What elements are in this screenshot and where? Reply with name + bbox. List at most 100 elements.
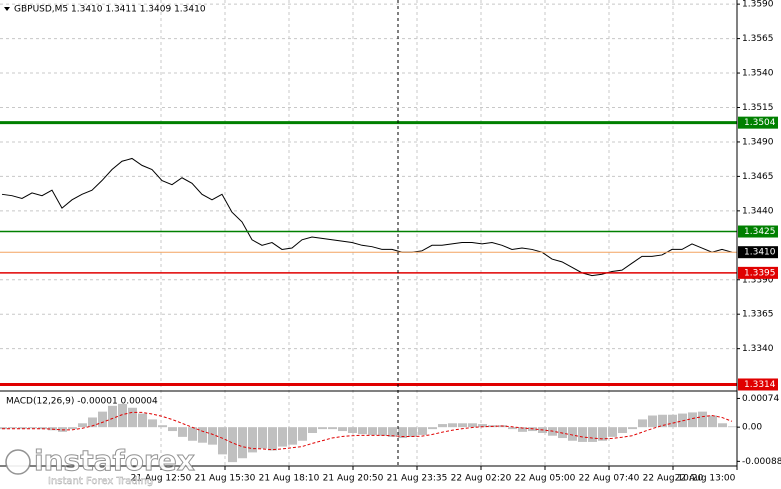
y-tick-label: 1.3465 xyxy=(742,172,774,182)
macd-bar xyxy=(348,427,357,433)
macd-bar xyxy=(28,427,37,429)
macd-bar xyxy=(0,427,7,430)
macd-bar xyxy=(298,427,307,441)
chart-title: GBPUSD,M5 1.3410 1.3411 1.3409 1.3410 xyxy=(14,5,206,15)
signal-line xyxy=(2,411,733,451)
x-tick-label: 22 Aug 05:00 xyxy=(515,474,576,484)
macd-bar xyxy=(178,427,187,437)
y-tick-label: 1.3365 xyxy=(742,310,774,320)
x-tick-label: 21 Aug 18:10 xyxy=(259,474,320,484)
macd-bar xyxy=(568,427,577,441)
macd-bar xyxy=(248,427,257,453)
watermark-tagline: Instant Forex Trading xyxy=(48,476,153,487)
x-tick-label: 21 Aug 20:50 xyxy=(323,474,384,484)
level-label: 1.3314 xyxy=(744,380,776,390)
x-tick-label: 22 Aug 07:40 xyxy=(579,474,640,484)
macd-bar xyxy=(208,427,217,445)
macd-bar xyxy=(358,427,367,435)
macd-bar xyxy=(708,415,717,428)
macd-bar xyxy=(168,427,177,432)
macd-bar xyxy=(128,407,137,428)
macd-bar xyxy=(598,427,607,441)
macd-bar xyxy=(8,427,17,429)
x-tick-label: 22 Aug 13:00 xyxy=(675,474,736,484)
macd-bar xyxy=(78,423,87,428)
macd-bar xyxy=(338,427,347,432)
y-tick-label: 1.3390 xyxy=(742,275,774,285)
macd-bar xyxy=(458,423,467,428)
macd-bar xyxy=(198,427,207,443)
macd-bar xyxy=(18,427,27,429)
y-tick-label: 1.3490 xyxy=(742,137,774,147)
x-tick-label: 22 Aug 10:20 xyxy=(643,474,704,484)
title-icon xyxy=(4,7,10,11)
macd-bar xyxy=(728,426,737,428)
macd-bar xyxy=(378,427,387,436)
macd-bar xyxy=(658,414,667,428)
price-line xyxy=(1,157,733,277)
x-tick-label: 21 Aug 12:50 xyxy=(131,474,192,484)
macd-bar xyxy=(668,414,677,428)
macd-bar xyxy=(698,411,707,428)
macd-bar xyxy=(68,427,77,430)
macd-bar xyxy=(138,413,147,428)
macd-bar xyxy=(428,427,437,430)
macd-bar xyxy=(638,419,647,428)
y-tick-label: 0.00074 xyxy=(742,394,779,404)
macd-bar xyxy=(388,427,397,437)
macd-bar xyxy=(308,427,317,433)
macd-bar xyxy=(718,423,727,428)
macd-bar xyxy=(278,427,287,447)
macd-bar xyxy=(328,427,337,430)
macd-bar xyxy=(508,427,517,430)
macd-bar xyxy=(268,427,277,451)
macd-bar xyxy=(98,411,107,428)
y-tick-label: -0.00088 xyxy=(742,457,781,467)
macd-bar xyxy=(118,403,127,428)
macd-bar xyxy=(228,427,237,463)
x-tick-label: 22 Aug 02:20 xyxy=(451,474,512,484)
macd-bar xyxy=(648,415,657,428)
macd-bar xyxy=(438,424,447,428)
x-tick-label: 21 Aug 23:35 xyxy=(387,474,448,484)
macd-bar xyxy=(418,427,427,435)
level-label-bg xyxy=(738,378,778,391)
macd-bar xyxy=(108,405,117,428)
watermark: instaforex Instant Forex Trading xyxy=(5,444,195,487)
y-tick-label: 1.3340 xyxy=(742,344,774,354)
macd-bar xyxy=(478,424,487,428)
y-tick-label: 1.3540 xyxy=(742,69,774,79)
macd-bar xyxy=(368,427,377,435)
macd-bar xyxy=(158,425,167,428)
logo-icon xyxy=(5,449,31,475)
level-label-bg xyxy=(738,246,778,259)
macd-bar xyxy=(188,427,197,441)
macd-bar xyxy=(628,427,637,430)
macd-bar xyxy=(588,427,597,442)
y-tick-label: 1.3565 xyxy=(742,34,774,44)
macd-bar xyxy=(318,427,327,430)
macd-bar xyxy=(88,417,97,428)
level-label: 1.3395 xyxy=(744,268,776,278)
macd-bar xyxy=(578,427,587,442)
macd-bar xyxy=(608,427,617,437)
y-tick-label: 1.3440 xyxy=(742,206,774,216)
watermark-brand: instaforex xyxy=(34,444,195,477)
y-tick-label: 1.3590 xyxy=(742,0,774,10)
level-label: 1.3425 xyxy=(744,227,776,237)
macd-bar xyxy=(398,427,407,439)
macd-bar xyxy=(618,427,627,433)
macd-bar xyxy=(38,427,47,430)
y-tick-label: 1.3515 xyxy=(742,103,774,113)
macd-bar xyxy=(258,427,267,449)
macd-bar xyxy=(448,423,457,428)
x-tick-label: 21 Aug 15:30 xyxy=(195,474,256,484)
level-label-bg xyxy=(738,266,778,279)
macd-bar xyxy=(518,427,527,432)
macd-bar xyxy=(288,427,297,445)
macd-bar xyxy=(408,427,417,437)
macd-title: MACD(12,26,9) -0.00001 0.00004 xyxy=(6,397,158,407)
macd-bar xyxy=(238,427,247,459)
